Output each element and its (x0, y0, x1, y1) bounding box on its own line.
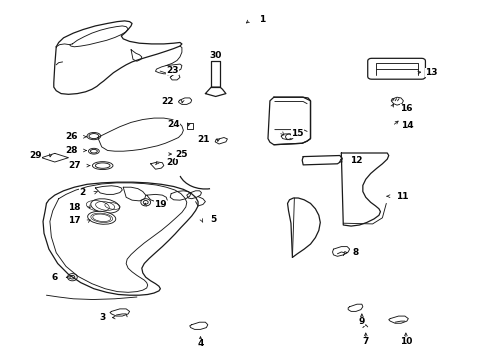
Text: 22: 22 (161, 97, 173, 106)
Ellipse shape (92, 162, 113, 170)
Ellipse shape (87, 211, 116, 224)
Circle shape (70, 275, 75, 279)
Text: 3: 3 (99, 313, 105, 322)
Text: 15: 15 (290, 129, 303, 138)
Text: 16: 16 (399, 104, 412, 113)
Circle shape (285, 134, 293, 140)
Text: 14: 14 (400, 122, 413, 130)
Text: 4: 4 (197, 339, 203, 348)
Text: 1: 1 (259, 15, 265, 24)
Ellipse shape (95, 163, 110, 168)
Text: 27: 27 (68, 161, 81, 170)
Text: 18: 18 (68, 202, 81, 211)
Text: 8: 8 (351, 248, 358, 257)
Text: 9: 9 (358, 317, 365, 326)
Ellipse shape (88, 148, 99, 154)
Text: 12: 12 (349, 156, 362, 165)
Text: 6: 6 (51, 273, 58, 282)
Text: 20: 20 (166, 158, 178, 167)
Circle shape (141, 199, 150, 206)
Text: 23: 23 (166, 66, 179, 75)
Ellipse shape (87, 132, 101, 140)
Text: 26: 26 (64, 132, 77, 141)
Text: 29: 29 (29, 151, 41, 160)
Text: 28: 28 (64, 146, 77, 155)
Text: 11: 11 (395, 192, 408, 201)
Text: 19: 19 (154, 200, 166, 209)
Ellipse shape (91, 199, 119, 213)
Ellipse shape (89, 134, 99, 139)
Circle shape (67, 274, 77, 281)
Text: 25: 25 (175, 150, 187, 158)
Text: 21: 21 (196, 135, 209, 144)
Text: 30: 30 (208, 51, 221, 60)
Text: 13: 13 (425, 68, 437, 77)
Circle shape (143, 201, 148, 204)
Text: 5: 5 (210, 215, 216, 224)
Text: 24: 24 (167, 120, 180, 129)
Text: 10: 10 (399, 337, 411, 346)
Text: 17: 17 (68, 216, 81, 225)
FancyBboxPatch shape (367, 58, 425, 79)
Text: 2: 2 (79, 188, 85, 197)
Ellipse shape (90, 149, 97, 153)
Text: 7: 7 (362, 337, 368, 346)
